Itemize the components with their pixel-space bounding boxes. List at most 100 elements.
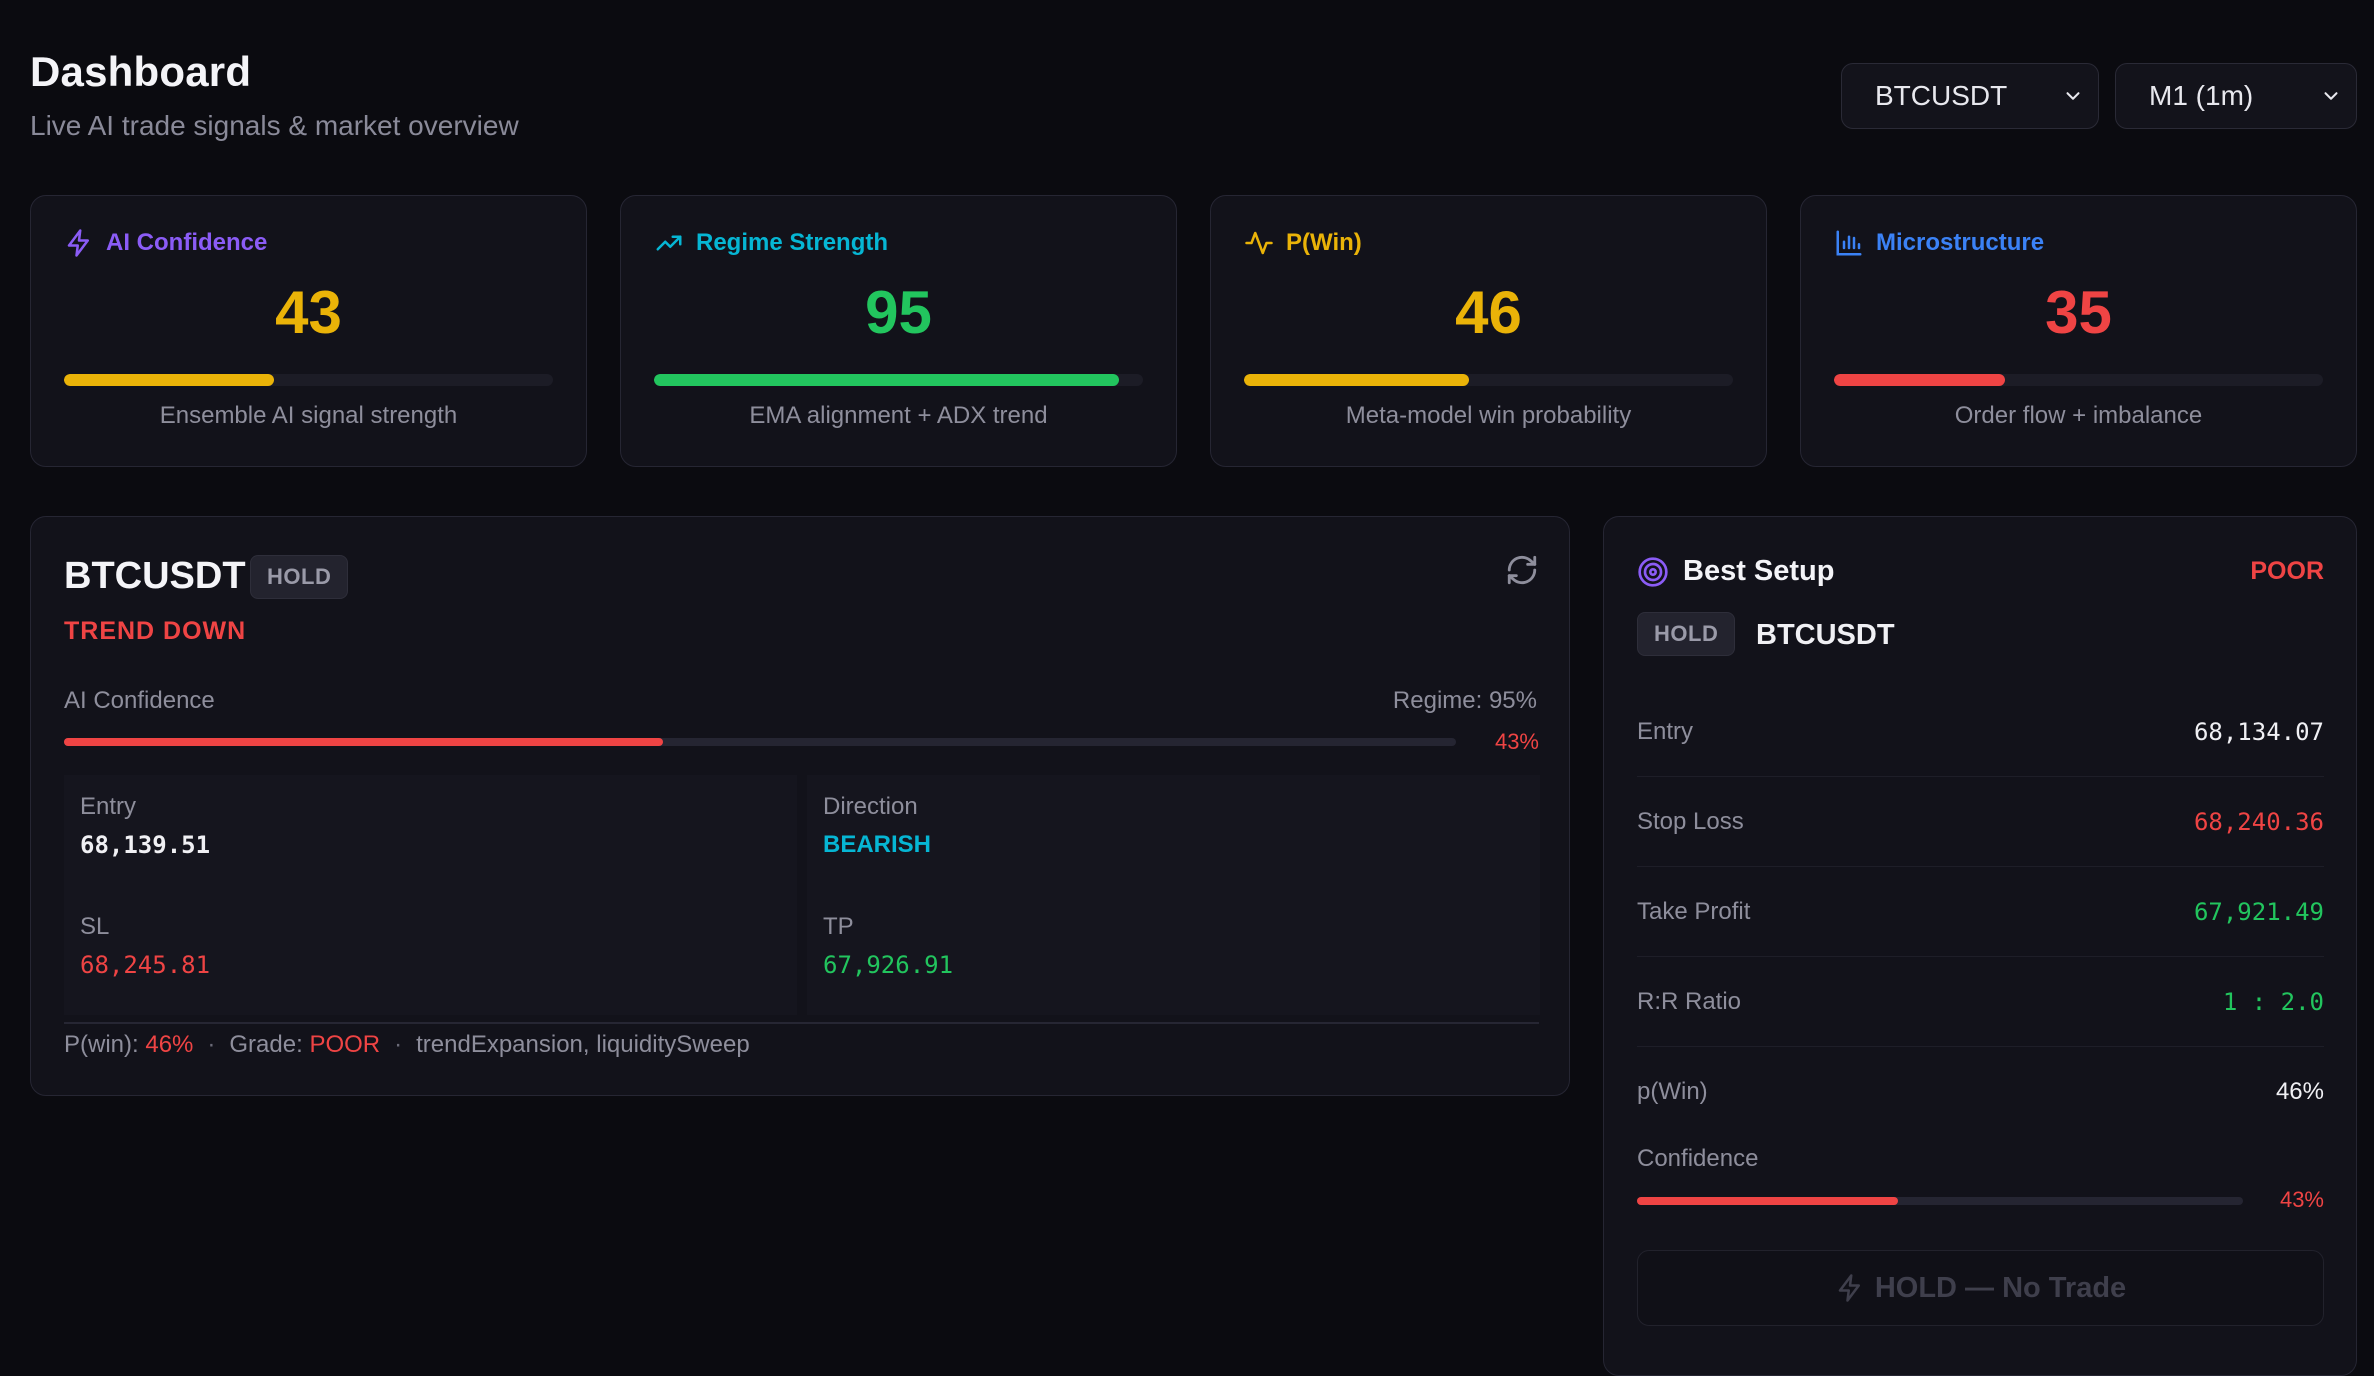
confidence-percent: 43% (1494, 729, 1539, 754)
pwin-label: P(win): (64, 1031, 139, 1058)
card-label: Regime Strength (696, 229, 889, 256)
tp-label: TP (823, 913, 854, 940)
entry-label: Entry (80, 793, 137, 820)
sl-label: SL (80, 913, 110, 940)
row-value: 67,921.49 (2193, 897, 2324, 926)
setup-row-rr-ratio: R:R Ratio 1 : 2.0 (1637, 957, 2324, 1047)
confidence-progress-fill (64, 738, 663, 746)
timeframe-select-value: M1 (1m) (2149, 80, 2254, 111)
filter-selects: BTCUSDT M1 (1m) (1841, 63, 2357, 129)
lightning-icon (67, 229, 89, 257)
card-value: 46 (1455, 279, 1522, 346)
signal-symbol: BTCUSDT (64, 555, 246, 597)
best-setup-rows: Entry 68,134.07 Stop Loss 68,240.36 Take… (1637, 687, 2324, 1137)
signal-tags: trendExpansion, liquiditySweep (416, 1031, 750, 1058)
card-progress-track (654, 374, 1143, 386)
card-header: Microstructure (1834, 228, 2044, 258)
row-label: Take Profit (1637, 897, 1751, 925)
lightning-icon (1838, 1274, 1860, 1302)
page-title: Dashboard (30, 48, 252, 95)
card-progress-fill (654, 374, 1119, 386)
symbol-select-value: BTCUSDT (1875, 80, 2008, 111)
best-setup-header: Best Setup (1637, 555, 1834, 588)
card-value: 35 (2045, 279, 2112, 346)
no-trade-button[interactable]: HOLD — No Trade (1637, 1250, 2324, 1326)
row-value: 68,240.36 (2193, 807, 2324, 836)
tp-value: 67,926.91 (823, 951, 954, 979)
card-caption: Meta-model win probability (1345, 402, 1632, 429)
card-caption: Ensemble AI signal strength (159, 402, 458, 429)
setup-row-pwin: p(Win) 46% (1637, 1047, 2324, 1137)
setup-confidence-track (1637, 1197, 2243, 1205)
direction-label: Direction (823, 793, 918, 820)
sl-cell: SL 68,245.81 (64, 895, 797, 1015)
direction-value: BEARISH (823, 831, 932, 858)
trending-up-icon (656, 235, 682, 251)
chevron-down-icon (2066, 92, 2080, 100)
card-value: 43 (275, 279, 342, 346)
setup-row-entry: Entry 68,134.07 (1637, 687, 2324, 777)
timeframe-select[interactable]: M1 (1m) (2115, 63, 2357, 129)
regime-label: Regime: 95% (1392, 687, 1537, 714)
metric-cards: AI Confidence 43 Ensemble AI signal stre… (30, 195, 2357, 467)
row-label: Stop Loss (1637, 807, 1744, 835)
refresh-icon[interactable] (1505, 553, 1539, 587)
setup-confidence-fill (1637, 1197, 1898, 1205)
card-header: AI Confidence (64, 228, 267, 258)
card-progress-fill (1834, 374, 2006, 386)
best-setup-grade: POOR (2250, 557, 2324, 585)
symbol-select[interactable]: BTCUSDT (1841, 63, 2099, 129)
metric-card-microstructure: Microstructure 35 Order flow + imbalance (1800, 195, 2357, 467)
separator-dot: · (394, 1031, 403, 1058)
card-header: Regime Strength (654, 228, 888, 258)
chevron-down-icon (2324, 92, 2338, 100)
row-value: 46% (2275, 1078, 2324, 1105)
card-value: 95 (865, 279, 932, 346)
bar-chart-icon (1836, 230, 1862, 256)
card-label: P(Win) (1286, 229, 1362, 256)
entry-value: 68,139.51 (80, 831, 211, 859)
metric-card-ai-confidence: AI Confidence 43 Ensemble AI signal stre… (30, 195, 587, 467)
card-progress-fill (64, 374, 275, 386)
entry-cell: Entry 68,139.51 (64, 775, 797, 895)
card-progress-fill (1244, 374, 1469, 386)
grade-value: POOR (309, 1031, 381, 1058)
confidence-progress-track (64, 738, 1456, 746)
setup-confidence-label: Confidence (1637, 1145, 1759, 1172)
divider (64, 1022, 1539, 1024)
card-progress-track (64, 374, 553, 386)
card-label: Microstructure (1876, 229, 2045, 256)
grade-label: Grade: (229, 1031, 303, 1058)
metric-card-regime-strength: Regime Strength 95 EMA alignment + ADX t… (620, 195, 1177, 467)
sl-value: 68,245.81 (80, 951, 211, 979)
trend-label: TREND DOWN (64, 617, 247, 645)
metric-card-pwin: P(Win) 46 Meta-model win probability (1210, 195, 1767, 467)
card-progress-track (1244, 374, 1733, 386)
row-value: 1 : 2.0 (2222, 987, 2324, 1016)
signal-panel: BTCUSDT HOLD TREND DOWN AI Confidence Re… (30, 516, 1570, 1096)
card-progress-track (1834, 374, 2323, 386)
activity-icon (1245, 231, 1273, 255)
pwin-value: 46% (145, 1031, 194, 1058)
setup-confidence-percent: 43% (2279, 1187, 2324, 1212)
row-label: p(Win) (1637, 1078, 1708, 1105)
target-icon (1638, 556, 1668, 587)
best-setup-title: Best Setup (1683, 555, 1835, 587)
card-header: P(Win) (1244, 228, 1362, 258)
row-value: 68,134.07 (2193, 717, 2324, 746)
best-setup-panel: Best Setup POOR HOLD BTCUSDT Entry 68,13… (1603, 516, 2357, 1376)
separator-dot: · (207, 1031, 216, 1058)
confidence-label: AI Confidence (64, 687, 215, 714)
setup-row-stop-loss: Stop Loss 68,240.36 (1637, 777, 2324, 867)
signal-footer: P(win): 46% · Grade: POOR · trendExpansi… (64, 1031, 750, 1059)
setup-row-take-profit: Take Profit 67,921.49 (1637, 867, 2324, 957)
tp-cell: TP 67,926.91 (807, 895, 1540, 1015)
page-subtitle: Live AI trade signals & market overview (30, 110, 519, 141)
card-label: AI Confidence (106, 229, 268, 256)
best-setup-symbol: BTCUSDT (1756, 619, 1895, 651)
page-header: Dashboard Live AI trade signals & market… (30, 48, 519, 142)
best-setup-status-badge: HOLD (1637, 612, 1736, 656)
direction-cell: Direction BEARISH (807, 775, 1540, 895)
card-caption: EMA alignment + ADX trend (749, 402, 1048, 429)
card-caption: Order flow + imbalance (1954, 402, 2203, 429)
